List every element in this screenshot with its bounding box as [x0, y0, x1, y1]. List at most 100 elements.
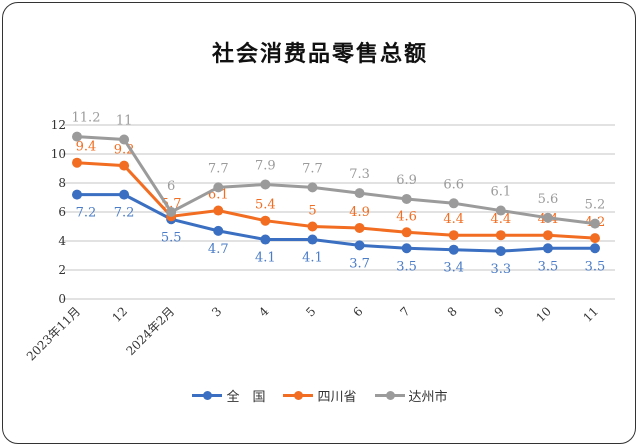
- data-point: [354, 222, 365, 233]
- data-point: [72, 131, 82, 142]
- data-point: [307, 234, 318, 245]
- y-tick-label: 12: [51, 118, 66, 132]
- data-label: 4.4: [490, 212, 511, 227]
- x-tick-label: 4: [256, 304, 272, 320]
- data-point: [307, 221, 318, 232]
- data-label: 7.2: [114, 206, 135, 221]
- data-label: 3.5: [538, 259, 559, 274]
- x-tick-label: 2023年11月: [24, 304, 83, 363]
- data-label: 3.3: [490, 262, 511, 277]
- data-point: [354, 188, 365, 199]
- data-point: [542, 243, 553, 254]
- data-label: 4.1: [302, 251, 323, 266]
- data-point: [448, 230, 459, 241]
- data-label: 3.4: [443, 261, 464, 276]
- data-point: [72, 189, 82, 200]
- x-tick-label: 12: [110, 304, 131, 325]
- data-point: [260, 234, 271, 245]
- x-tick-label: 3: [209, 304, 224, 319]
- x-tick-label: 5: [303, 304, 318, 319]
- data-label: 7.7: [302, 161, 323, 176]
- data-point: [213, 225, 224, 236]
- data-point: [401, 227, 412, 238]
- data-point: [542, 212, 553, 223]
- data-label: 6.1: [490, 185, 511, 200]
- y-tick-label: 8: [58, 176, 66, 190]
- data-label: 4.1: [255, 251, 276, 266]
- data-label: 4.9: [349, 205, 370, 220]
- data-point: [448, 244, 459, 255]
- data-label: 5: [308, 204, 316, 219]
- series-line: [76, 135, 596, 226]
- x-tick-label: 2024年2月: [123, 304, 177, 358]
- data-label: 6: [167, 179, 175, 194]
- data-point: [354, 240, 365, 251]
- data-point: [495, 230, 506, 241]
- series-line: [77, 193, 595, 253]
- data-label: 6.6: [443, 177, 464, 192]
- data-label: 11.2: [72, 111, 101, 126]
- data-label: 4.7: [208, 242, 229, 257]
- data-point: [401, 243, 412, 254]
- data-point: [213, 182, 224, 193]
- y-tick-label: 2: [58, 263, 66, 277]
- data-label: 4.4: [443, 212, 464, 227]
- data-label: 3.5: [396, 259, 417, 274]
- y-tick-label: 4: [58, 234, 66, 248]
- x-tick-label: 7: [397, 304, 412, 319]
- data-point: [448, 198, 459, 209]
- x-tick-label: 8: [445, 304, 460, 319]
- data-point: [590, 243, 600, 254]
- data-label: 5.6: [538, 192, 559, 207]
- legend-item: 达州市: [374, 386, 448, 405]
- data-point: [307, 182, 318, 193]
- data-label: 7.3: [349, 167, 370, 182]
- legend-label: 全 国: [226, 390, 266, 405]
- legend-item: 全 国: [192, 386, 265, 405]
- data-label: 7.2: [76, 206, 97, 221]
- data-point: [260, 215, 271, 226]
- data-label: 3.5: [585, 259, 606, 274]
- legend-marker-icon: [192, 391, 223, 400]
- data-label: 5.2: [585, 198, 606, 213]
- x-tick-label: 10: [533, 304, 554, 325]
- data-point: [495, 205, 506, 216]
- chart-frame: [2, 2, 636, 444]
- legend-label: 达州市: [408, 390, 448, 405]
- data-label: 6.9: [396, 173, 417, 188]
- y-tick-label: 0: [58, 292, 66, 306]
- data-point: [260, 179, 271, 190]
- data-point: [72, 157, 82, 168]
- data-point: [213, 205, 224, 216]
- data-label: 11: [116, 114, 133, 129]
- chart-title: 社会消费品零售总额: [211, 42, 428, 67]
- data-label: 5.5: [161, 230, 182, 245]
- legend-marker-icon: [374, 391, 405, 400]
- data-point: [495, 246, 506, 257]
- data-point: [590, 233, 600, 244]
- data-point: [542, 230, 553, 241]
- data-point: [119, 160, 130, 171]
- x-tick-label: 11: [580, 304, 601, 325]
- x-tick-label: 6: [350, 304, 365, 319]
- data-point: [166, 207, 177, 217]
- series-line: [76, 161, 596, 240]
- data-label: 4.6: [396, 209, 417, 224]
- data-label: 7.9: [255, 158, 276, 173]
- data-label: 9.4: [76, 140, 97, 155]
- data-point: [119, 189, 130, 200]
- legend-item: 四川省: [283, 386, 357, 405]
- legend: 全 国 四川省 达州市: [0, 386, 640, 405]
- data-point: [401, 193, 412, 204]
- data-label: 7.7: [208, 161, 229, 176]
- legend-label: 四川省: [317, 390, 357, 405]
- y-tick-label: 6: [58, 205, 66, 219]
- x-tick-label: 9: [492, 304, 507, 319]
- y-tick-label: 10: [51, 147, 66, 161]
- data-label: 3.7: [349, 256, 370, 271]
- legend-marker-icon: [283, 391, 314, 400]
- data-point: [119, 134, 130, 145]
- data-label: 5.4: [255, 198, 276, 213]
- data-point: [590, 218, 600, 229]
